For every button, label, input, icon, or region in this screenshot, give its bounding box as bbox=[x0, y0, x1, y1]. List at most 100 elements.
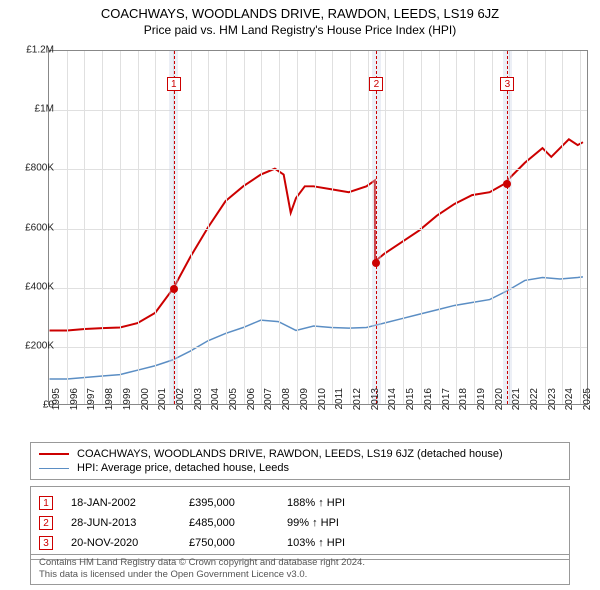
x-axis-label: 2008 bbox=[281, 388, 292, 418]
x-axis-label: 2000 bbox=[140, 388, 151, 418]
sale-number-marker: 3 bbox=[500, 77, 514, 91]
sales-row-number: 1 bbox=[39, 496, 53, 510]
gridline-v bbox=[421, 51, 422, 404]
legend-box: COACHWAYS, WOODLANDS DRIVE, RAWDON, LEED… bbox=[30, 442, 570, 480]
sales-row-price: £750,000 bbox=[189, 537, 269, 549]
gridline-v bbox=[67, 51, 68, 404]
sale-dashed-line bbox=[376, 51, 377, 404]
gridline-v bbox=[226, 51, 227, 404]
gridline-v bbox=[545, 51, 546, 404]
gridline-v bbox=[403, 51, 404, 404]
gridline-v bbox=[120, 51, 121, 404]
sales-row: 3 20-NOV-2020 £750,000 103% ↑ HPI bbox=[39, 533, 561, 553]
y-axis-label: £200K bbox=[4, 340, 54, 351]
y-axis-label: £1M bbox=[4, 104, 54, 115]
x-axis-label: 2016 bbox=[423, 388, 434, 418]
gridline-v bbox=[102, 51, 103, 404]
gridline-v bbox=[350, 51, 351, 404]
legend-label: HPI: Average price, detached house, Leed… bbox=[77, 462, 289, 474]
gridline-v bbox=[261, 51, 262, 404]
x-axis-label: 2009 bbox=[299, 388, 310, 418]
sales-table: 1 18-JAN-2002 £395,000 188% ↑ HPI 2 28-JUN-20… bbox=[30, 486, 570, 560]
sales-row: 2 28-JUN-2013 £485,000 99% ↑ HPI bbox=[39, 513, 561, 533]
sale-dashed-line bbox=[507, 51, 508, 404]
gridline-v bbox=[368, 51, 369, 404]
x-axis-label: 2002 bbox=[175, 388, 186, 418]
sale-number-marker: 1 bbox=[167, 77, 181, 91]
x-axis-label: 1998 bbox=[104, 388, 115, 418]
legend-label: COACHWAYS, WOODLANDS DRIVE, RAWDON, LEED… bbox=[77, 448, 503, 460]
sale-dashed-line bbox=[174, 51, 175, 404]
legend-swatch bbox=[39, 453, 69, 455]
x-axis-label: 1997 bbox=[86, 388, 97, 418]
x-axis-label: 1996 bbox=[69, 388, 80, 418]
gridline-v bbox=[385, 51, 386, 404]
gridline-v bbox=[279, 51, 280, 404]
y-axis-label: £0 bbox=[4, 400, 54, 411]
x-axis-label: 2024 bbox=[564, 388, 575, 418]
sales-row-date: 20-NOV-2020 bbox=[71, 537, 171, 549]
gridline-v bbox=[138, 51, 139, 404]
gridline-v bbox=[580, 51, 581, 404]
legend-row: COACHWAYS, WOODLANDS DRIVE, RAWDON, LEED… bbox=[39, 447, 561, 461]
y-axis-label: £600K bbox=[4, 222, 54, 233]
x-axis-label: 2011 bbox=[334, 388, 345, 418]
x-axis-label: 2004 bbox=[210, 388, 221, 418]
sales-row-hpi: 103% ↑ HPI bbox=[287, 537, 397, 549]
plot-area: 1 2 3 bbox=[48, 50, 588, 405]
x-axis-label: 2006 bbox=[246, 388, 257, 418]
chart-subtitle: Price paid vs. HM Land Registry's House … bbox=[0, 21, 600, 41]
gridline-v bbox=[244, 51, 245, 404]
x-axis-label: 2018 bbox=[458, 388, 469, 418]
x-axis-label: 2013 bbox=[370, 388, 381, 418]
gridline-v bbox=[456, 51, 457, 404]
x-axis-label: 2001 bbox=[157, 388, 168, 418]
sales-row: 1 18-JAN-2002 £395,000 188% ↑ HPI bbox=[39, 493, 561, 513]
x-axis-label: 2022 bbox=[529, 388, 540, 418]
sales-row-date: 28-JUN-2013 bbox=[71, 517, 171, 529]
gridline-v bbox=[492, 51, 493, 404]
gridline-v bbox=[332, 51, 333, 404]
x-axis-label: 2003 bbox=[193, 388, 204, 418]
chart-title: COACHWAYS, WOODLANDS DRIVE, RAWDON, LEED… bbox=[0, 0, 600, 21]
gridline-v bbox=[474, 51, 475, 404]
gridline-v bbox=[84, 51, 85, 404]
gridline-v bbox=[191, 51, 192, 404]
sales-row-price: £485,000 bbox=[189, 517, 269, 529]
y-axis-label: £1.2M bbox=[4, 45, 54, 56]
sales-row-number: 3 bbox=[39, 536, 53, 550]
x-axis-label: 1999 bbox=[122, 388, 133, 418]
gridline-v bbox=[315, 51, 316, 404]
sale-point-dot bbox=[372, 259, 380, 267]
sales-row-date: 18-JAN-2002 bbox=[71, 497, 171, 509]
gridline-v bbox=[562, 51, 563, 404]
footer-box: Contains HM Land Registry data © Crown c… bbox=[30, 554, 570, 585]
x-axis-label: 2025 bbox=[582, 388, 593, 418]
gridline-v bbox=[297, 51, 298, 404]
sales-row-hpi: 99% ↑ HPI bbox=[287, 517, 397, 529]
gridline-v bbox=[527, 51, 528, 404]
footer-line-2: This data is licensed under the Open Gov… bbox=[39, 569, 561, 581]
chart-container: COACHWAYS, WOODLANDS DRIVE, RAWDON, LEED… bbox=[0, 0, 600, 590]
x-axis-label: 2020 bbox=[494, 388, 505, 418]
x-axis-label: 2021 bbox=[511, 388, 522, 418]
x-axis-label: 2005 bbox=[228, 388, 239, 418]
y-axis-label: £800K bbox=[4, 163, 54, 174]
x-axis-label: 2007 bbox=[263, 388, 274, 418]
gridline-v bbox=[155, 51, 156, 404]
sales-row-number: 2 bbox=[39, 516, 53, 530]
x-axis-label: 2010 bbox=[317, 388, 328, 418]
y-axis-label: £400K bbox=[4, 281, 54, 292]
x-axis-label: 2012 bbox=[352, 388, 363, 418]
x-axis-label: 2015 bbox=[405, 388, 416, 418]
footer-line-1: Contains HM Land Registry data © Crown c… bbox=[39, 557, 561, 569]
sales-row-hpi: 188% ↑ HPI bbox=[287, 497, 397, 509]
x-axis-label: 2014 bbox=[387, 388, 398, 418]
x-axis-label: 2023 bbox=[547, 388, 558, 418]
gridline-v bbox=[208, 51, 209, 404]
sale-number-marker: 2 bbox=[369, 77, 383, 91]
sale-point-dot bbox=[503, 180, 511, 188]
legend-swatch bbox=[39, 468, 69, 469]
sales-row-price: £395,000 bbox=[189, 497, 269, 509]
x-axis-label: 2017 bbox=[441, 388, 452, 418]
